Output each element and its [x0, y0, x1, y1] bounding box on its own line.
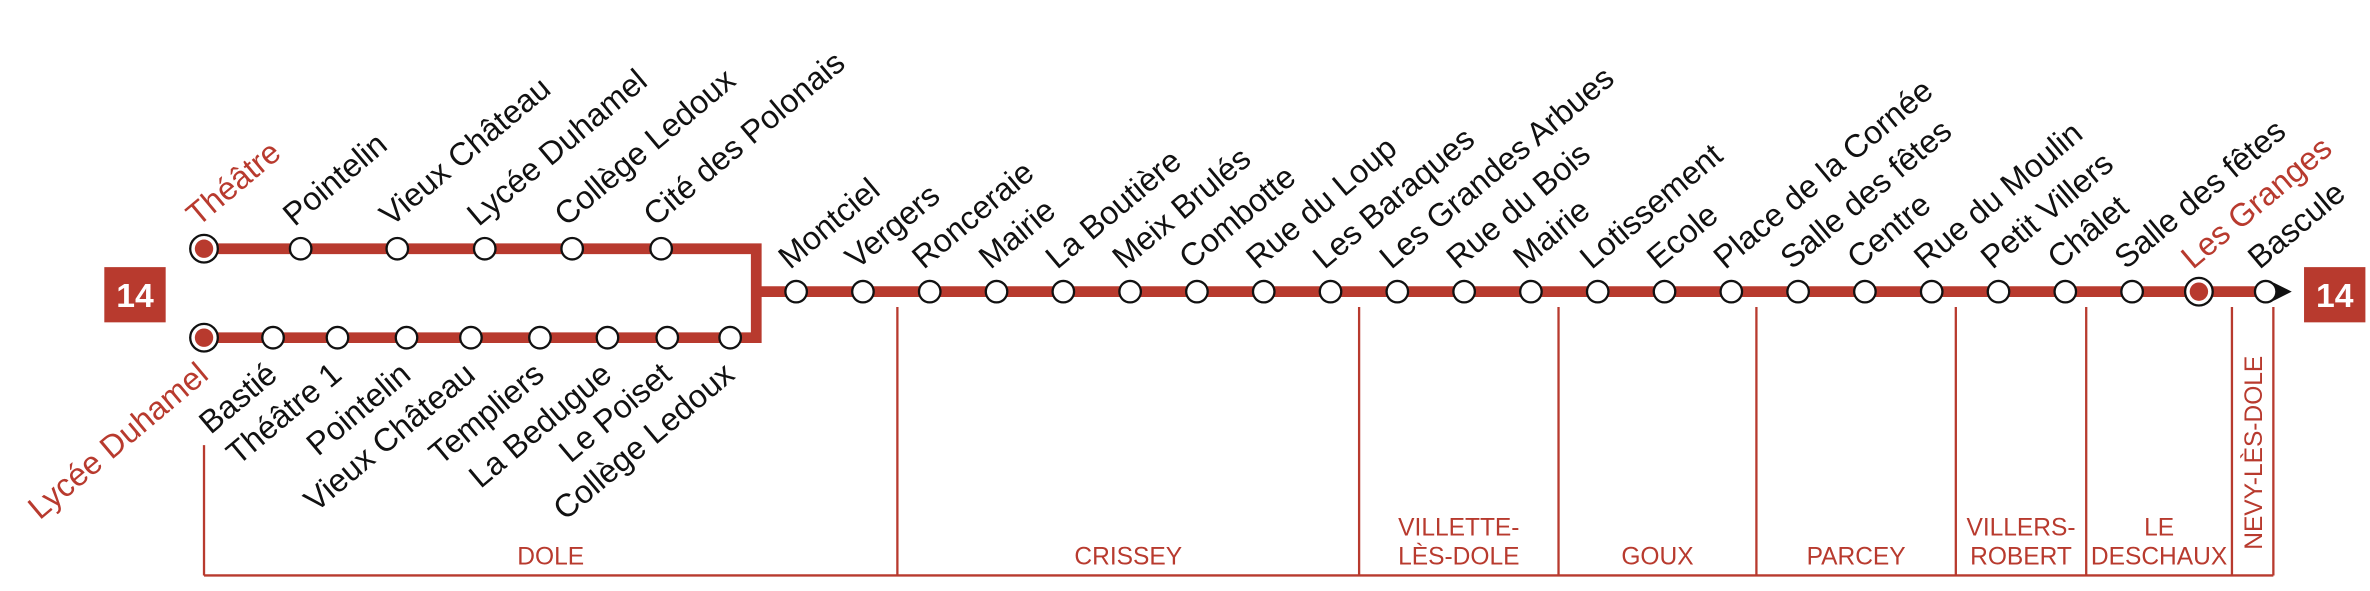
- route-lines: 14 14: [104, 243, 2366, 577]
- stop: [261, 325, 285, 350]
- stop: [2053, 279, 2078, 304]
- commune-label: ROBERT: [1970, 544, 2072, 571]
- stop: [2253, 279, 2278, 304]
- terminus-dot: [2189, 282, 2209, 301]
- commune-label: LÈS-DOLE: [1398, 544, 1519, 571]
- stop: [1986, 279, 2011, 304]
- commune-label: PARCEY: [1807, 544, 1906, 571]
- terminus-dot: [194, 328, 214, 347]
- terminus-dot: [194, 239, 214, 258]
- stop: [917, 279, 942, 304]
- stop: [394, 325, 419, 350]
- stop: [649, 236, 674, 261]
- stop: [1652, 279, 1677, 304]
- stop: [1786, 279, 1810, 304]
- line-number: 14: [2316, 277, 2354, 315]
- commune-label: VILLERS-: [1966, 515, 2075, 542]
- stop: [1519, 279, 1543, 304]
- stop: [1251, 279, 1276, 304]
- stop: [288, 236, 313, 261]
- stop: [1853, 279, 1877, 304]
- stop-label: Pointelin: [276, 126, 394, 233]
- stop: [1385, 279, 1410, 304]
- stop: [784, 279, 809, 304]
- stop: [851, 279, 875, 304]
- stop: [1919, 279, 1944, 304]
- stop: [385, 236, 410, 261]
- stop: [560, 236, 585, 261]
- stop: [1051, 279, 1076, 304]
- branch-line: [204, 243, 762, 344]
- stop: [325, 325, 350, 350]
- stop: [459, 325, 483, 350]
- stop: [1719, 279, 1744, 304]
- stop-label: Théâtre: [179, 134, 287, 233]
- line-badge: [104, 267, 166, 323]
- stop: [1585, 279, 1610, 304]
- stop: [1118, 279, 1143, 304]
- commune-label: VILLETTE-: [1398, 515, 1519, 542]
- commune-label: DESCHAUX: [2091, 544, 2227, 571]
- stop: [472, 236, 497, 261]
- commune-label: NEVY-LÈS-DOLE: [2241, 356, 2268, 550]
- commune-label: LE: [2144, 515, 2174, 542]
- commune-label: DOLE: [517, 544, 584, 571]
- stop: [655, 325, 680, 350]
- stop: [2120, 279, 2144, 304]
- stop: [984, 279, 1009, 304]
- stop: [595, 325, 620, 350]
- commune-label: GOUX: [1621, 544, 1693, 571]
- stop: [1318, 279, 1343, 304]
- stop: [1452, 279, 1477, 304]
- commune-label: CRISSEY: [1074, 544, 1182, 571]
- stop: [1185, 279, 1209, 304]
- end-arrow: [2273, 282, 2292, 301]
- line-number: 14: [116, 277, 154, 315]
- stop: [718, 325, 743, 350]
- stop-label: Lycée Duhamel: [21, 355, 215, 526]
- line-badge: [2304, 267, 2366, 323]
- stop: [528, 325, 552, 350]
